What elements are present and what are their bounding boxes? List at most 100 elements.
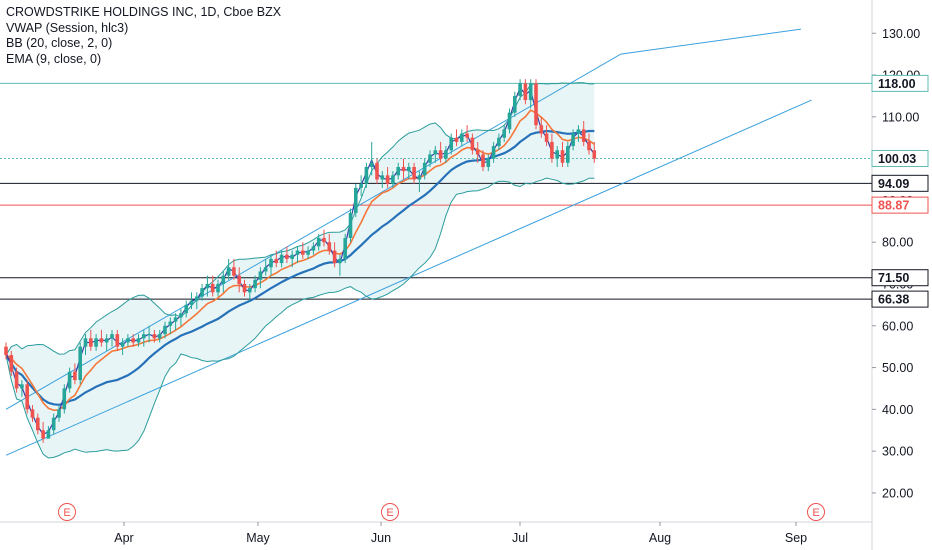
candle (412, 162, 416, 184)
bb-fill-area (6, 82, 595, 458)
candle-body (369, 162, 374, 167)
candle (475, 141, 480, 163)
price-tag-label: 100.03 (878, 152, 916, 166)
candle (258, 267, 263, 289)
candle (152, 329, 157, 343)
candle (14, 367, 19, 393)
price-tag-100.03: 100.03 (871, 149, 929, 167)
price-tag-label: 66.38 (878, 293, 909, 307)
candle (502, 125, 506, 142)
candle-body (73, 371, 77, 381)
candle-body (62, 388, 67, 410)
candle-body (200, 288, 204, 297)
candle (78, 342, 82, 385)
price-tag-box (871, 269, 929, 287)
candle-body (438, 150, 443, 159)
candle (343, 233, 347, 264)
candle-body (237, 275, 241, 284)
candle-body (25, 384, 29, 410)
candle-body (274, 258, 279, 264)
candle-body (179, 313, 183, 318)
candle-body (338, 258, 342, 264)
candle (470, 133, 475, 155)
candle-body (115, 334, 120, 347)
candle (523, 79, 528, 105)
x-tick-label: Sep (785, 531, 807, 545)
candle (110, 329, 114, 347)
candle-body (210, 283, 215, 293)
earnings-marker-circle (807, 503, 825, 521)
candle (301, 242, 305, 259)
candle (248, 283, 252, 301)
legend-title: CROWDSTRIKE HOLDINGS INC, 1D, Cboe BZX (6, 5, 282, 19)
candle-body (279, 254, 284, 264)
candle-body (285, 254, 289, 259)
candle-body (248, 288, 252, 293)
candle (555, 146, 559, 167)
candle-body (332, 250, 337, 264)
candle-body (126, 338, 130, 343)
candle-body (343, 238, 347, 259)
candle (486, 154, 491, 172)
bb-fill-layer (6, 82, 595, 458)
candle-body (301, 250, 305, 255)
candle (481, 150, 485, 172)
price-tag-118.00: 118.00 (871, 74, 929, 92)
candle (157, 329, 162, 343)
candle-body (30, 409, 35, 418)
candle-body (481, 154, 485, 167)
candle (354, 183, 358, 218)
candle-body (184, 304, 188, 314)
candle-body (142, 334, 146, 339)
candle (592, 141, 597, 163)
candle (200, 283, 204, 301)
candle (539, 116, 544, 138)
candle-body (475, 150, 480, 155)
candle (131, 334, 135, 347)
candle-body (110, 334, 114, 339)
x-tick-label: Jul (512, 531, 528, 545)
candle-body (465, 133, 469, 138)
candle-body (14, 371, 19, 389)
x-tick-label: May (246, 531, 270, 545)
candle-body (550, 141, 554, 159)
price-tag-label: 118.00 (878, 77, 916, 91)
price-tag-94.09: 94.09 (871, 174, 929, 192)
indicator-lines-layer (5, 82, 595, 459)
candle (73, 363, 77, 385)
y-tick-label: 130.00 (882, 27, 920, 41)
candle-body (322, 238, 326, 243)
candle-body (518, 83, 522, 96)
candle-body (41, 430, 45, 439)
candle (25, 380, 29, 414)
candle (375, 158, 379, 184)
candle-body (20, 384, 24, 389)
candle (189, 292, 194, 310)
candle-body (555, 150, 559, 159)
candle-body (157, 334, 162, 339)
candle (226, 258, 231, 280)
candle (428, 150, 432, 167)
earnings-marker: E (381, 503, 399, 521)
candle-body (528, 83, 533, 101)
candle (163, 321, 167, 339)
candle (396, 162, 400, 180)
candle-body (311, 246, 316, 251)
candle-body (327, 242, 332, 251)
x-tick-label: Aug (649, 531, 671, 545)
candle-body (502, 129, 506, 138)
price-tag-label: 94.09 (878, 177, 909, 191)
candle-body (587, 141, 591, 151)
candle-body (348, 212, 353, 239)
candle (338, 254, 342, 276)
price-tag-71.50: 71.50 (871, 269, 929, 287)
candle-body (401, 166, 406, 172)
candle-body (407, 166, 411, 172)
earnings-marker: E (807, 503, 825, 521)
candle (263, 258, 268, 276)
candle (528, 79, 533, 109)
candle (587, 133, 591, 155)
candle (20, 380, 24, 397)
